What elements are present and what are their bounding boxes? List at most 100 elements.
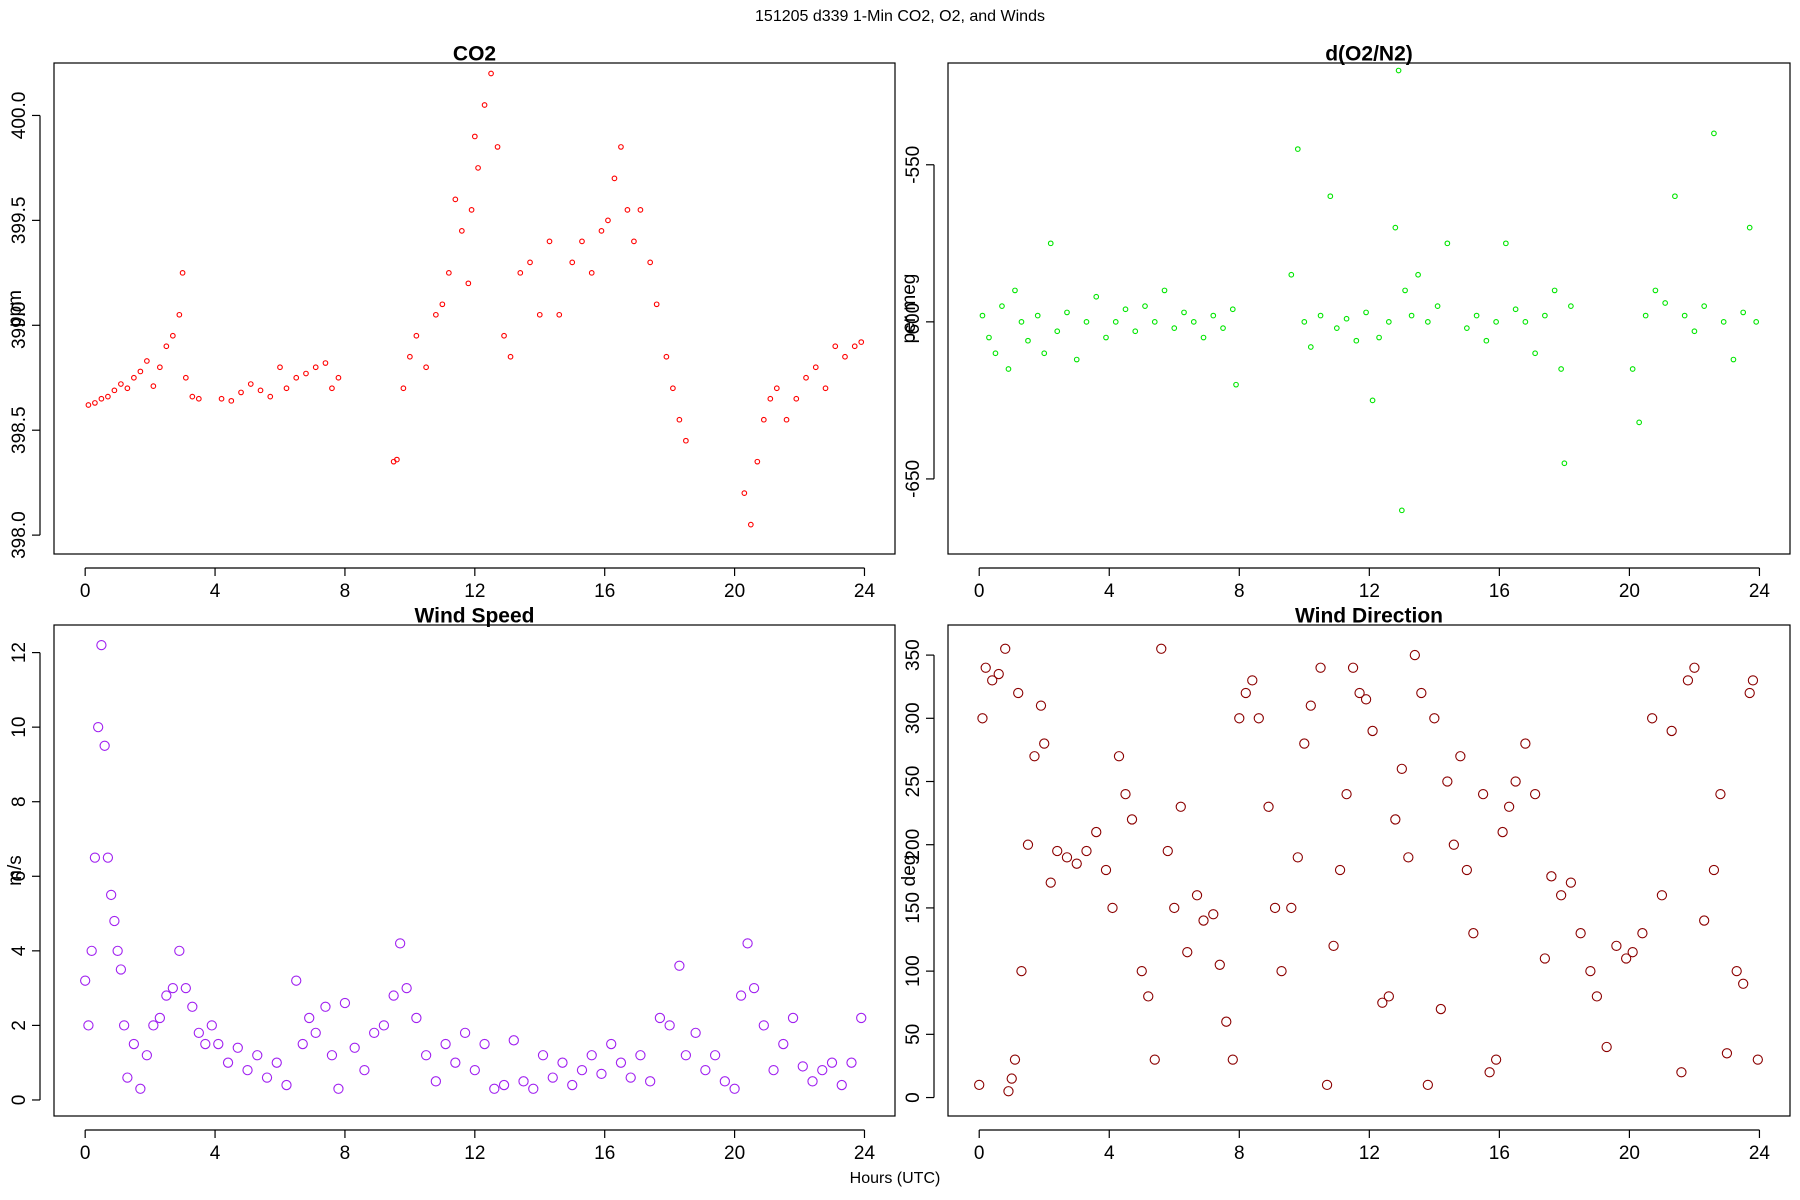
data-point [1208,909,1219,920]
data-point [445,269,452,276]
data-point [1360,694,1372,705]
data-point [413,332,420,339]
data-point [1276,965,1287,977]
data-point [683,437,689,444]
data-point [92,400,98,406]
data-point [501,332,507,339]
data-point [1334,864,1346,876]
data-point [232,1042,243,1053]
y-tick-label: 398.5 [9,406,30,454]
data-point [1025,337,1031,344]
data-point [748,982,760,994]
x-tick-label: 16 [1489,581,1510,602]
data-point [1435,1003,1446,1015]
data-point [851,343,858,350]
data-point [793,395,800,402]
data-point [1132,328,1139,335]
data-point [238,389,244,396]
data-point [625,1072,636,1083]
data-point [1497,826,1508,838]
data-point [1136,965,1147,977]
y-tick-label: 400.0 [9,92,30,140]
data-point [326,1050,338,1061]
data-point [1041,350,1048,357]
data-point [979,312,986,319]
data-point [1558,366,1564,372]
data-point [1730,356,1737,363]
data-point [618,144,624,150]
data-point [547,1072,558,1083]
data-point [1227,1054,1238,1065]
data-point [1100,864,1112,876]
plot-frame [947,624,1791,1117]
data-point [293,374,300,381]
data-point [329,385,335,392]
data-point [1555,890,1567,901]
data-point [187,1001,198,1012]
data-point [1221,1016,1232,1027]
data-point [157,364,163,371]
x-tick-label: 16 [1489,1143,1510,1164]
data-point [459,1027,471,1039]
data-point [1575,928,1586,939]
data-point [1699,915,1710,926]
data-point [1210,312,1217,319]
y-tick-label: 100 [903,955,924,987]
data-point [556,311,563,318]
data-point [174,945,185,956]
data-point [826,1057,838,1068]
data-point [115,964,127,975]
data-point [1542,312,1548,319]
data-point [546,238,553,245]
data-point [1708,864,1720,876]
x-axis-label: Hours (UTC) [850,1170,941,1187]
data-point [508,1035,519,1046]
data-point [1383,991,1394,1002]
data-point [394,938,406,949]
data-point [527,259,533,266]
y-tick-label: 10 [9,717,30,738]
data-point [1016,965,1027,977]
data-point [1347,662,1359,673]
data-point [1611,940,1622,951]
data-point [96,639,107,651]
data-point [741,490,748,496]
data-point [1175,801,1186,812]
data-point [700,1064,711,1076]
data-point [291,975,302,986]
data-point [817,1064,828,1076]
data-point [1093,293,1100,300]
data-point [1385,319,1392,325]
y-tick-label: 399.5 [9,197,30,245]
data-point [1353,337,1360,344]
data-point [1327,193,1334,200]
data-point [1647,713,1658,724]
data-point [747,521,754,528]
data-point [637,207,644,213]
data-point [1354,687,1365,699]
data-point [1503,240,1509,247]
y-tick-label: 398.0 [9,511,30,559]
y-tick-label: 8 [9,796,30,807]
data-point [588,269,595,276]
data-point [1333,325,1340,331]
y-axis-label: ppm [5,290,26,327]
data-point [450,1057,461,1068]
data-point [277,364,283,371]
data-point [1585,965,1596,977]
data-point [1468,928,1479,939]
data-point [242,1064,253,1076]
data-point [1493,319,1499,325]
data-point [537,1050,549,1061]
data-point [1292,852,1303,863]
data-point [1061,852,1073,863]
data-point [1444,240,1451,247]
data-point [144,358,150,364]
data-point [180,982,191,994]
data-point [312,364,319,371]
data-point [1746,224,1753,231]
data-point [281,1079,292,1091]
data-point [388,990,399,1001]
